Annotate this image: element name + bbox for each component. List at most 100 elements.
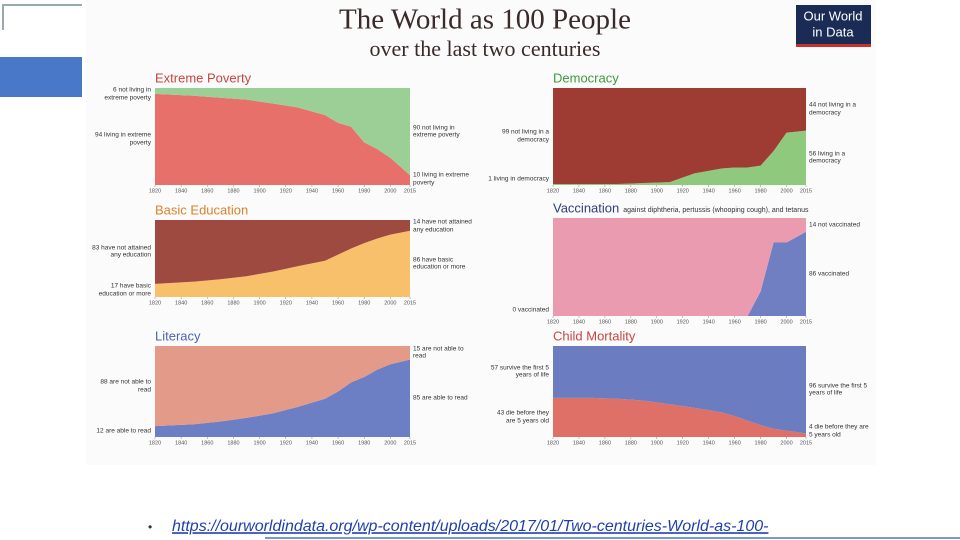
x-tick-label: 1860 xyxy=(201,440,213,446)
start-label: 0 vaccinated xyxy=(512,306,550,314)
x-tick-label: 1840 xyxy=(175,440,187,446)
x-tick-label: 1940 xyxy=(703,440,715,446)
start-label: 17 have basic education or more xyxy=(98,282,151,298)
x-tick-label: 1940 xyxy=(306,300,318,306)
end-label: 44 not living in a democracy xyxy=(809,101,856,117)
end-label: 4 die before they are 5 years old xyxy=(809,423,869,439)
x-tick-label: 1960 xyxy=(332,300,344,306)
x-tick-label: 1980 xyxy=(358,440,370,446)
area xyxy=(553,88,806,185)
start-label: 12 are able to read xyxy=(96,427,151,435)
x-tick-label: 2000 xyxy=(384,188,396,194)
area xyxy=(553,218,806,316)
x-tick-label: 1880 xyxy=(625,440,637,446)
x-tick-label: 1860 xyxy=(201,300,213,306)
end-label: 56 living in a democracy xyxy=(809,150,846,165)
x-tick-label: 2000 xyxy=(384,440,396,446)
end-label: 86 vaccinated xyxy=(809,270,850,278)
end-label: 10 living in extreme poverty xyxy=(413,171,469,187)
area xyxy=(155,346,410,427)
x-tick-label: 1920 xyxy=(280,440,292,446)
end-label: 86 have basic education or more xyxy=(413,256,466,271)
end-label: 14 have not attained any education xyxy=(413,218,472,234)
x-tick-label: 1820 xyxy=(149,300,161,306)
start-label: 6 not living in extreme poverty xyxy=(104,86,151,102)
x-tick-label: 1960 xyxy=(729,319,741,325)
area xyxy=(553,231,806,316)
x-tick-label: 1820 xyxy=(149,188,161,194)
x-tick-label: 1820 xyxy=(547,188,559,194)
x-tick-label: 2015 xyxy=(800,440,812,446)
area xyxy=(155,230,410,297)
x-tick-label: 1820 xyxy=(547,319,559,325)
accent-block xyxy=(0,57,82,97)
area xyxy=(553,346,806,434)
end-label: 14 not vaccinated xyxy=(809,221,860,229)
start-label: 57 survive the first 5 years of life xyxy=(490,364,549,379)
x-tick-label: 2015 xyxy=(404,300,416,306)
x-tick-label: 1980 xyxy=(358,300,370,306)
x-tick-label: 1960 xyxy=(729,440,741,446)
x-tick-label: 1920 xyxy=(677,188,689,194)
x-tick-label: 1820 xyxy=(547,440,559,446)
start-label: 94 living in extreme poverty xyxy=(95,131,151,147)
x-tick-label: 1980 xyxy=(754,188,766,194)
x-tick-label: 1940 xyxy=(306,188,318,194)
x-tick-label: 1960 xyxy=(332,440,344,446)
x-tick-label: 1920 xyxy=(280,300,292,306)
x-tick-label: 1940 xyxy=(703,188,715,194)
x-tick-label: 1880 xyxy=(227,300,239,306)
x-tick-label: 1840 xyxy=(573,319,585,325)
x-tick-label: 1900 xyxy=(253,188,265,194)
x-tick-label: 1880 xyxy=(625,188,637,194)
start-label: 83 have not attained any education xyxy=(92,244,151,259)
x-tick-label: 1980 xyxy=(754,440,766,446)
x-tick-label: 1860 xyxy=(599,440,611,446)
logo-box xyxy=(796,5,871,47)
x-tick-label: 1880 xyxy=(625,319,637,325)
x-tick-label: 1920 xyxy=(677,319,689,325)
panel-title: Basic Education xyxy=(155,202,248,217)
x-tick-label: 1960 xyxy=(332,188,344,194)
end-label: 96 survive the first 5 years of life xyxy=(809,382,868,397)
start-label: 88 are not able to read xyxy=(100,378,151,394)
x-tick-label: 2015 xyxy=(800,319,812,325)
x-tick-label: 1840 xyxy=(175,300,187,306)
x-tick-label: 1860 xyxy=(599,319,611,325)
x-tick-label: 2000 xyxy=(780,188,792,194)
area xyxy=(155,93,410,185)
x-tick-label: 2015 xyxy=(800,188,812,194)
x-tick-label: 1900 xyxy=(651,188,663,194)
x-tick-label: 1840 xyxy=(573,440,585,446)
panel-title: Democracy xyxy=(553,70,619,85)
x-tick-label: 1840 xyxy=(175,188,187,194)
start-label: 99 not living in a democracy xyxy=(502,128,549,144)
x-tick-label: 1860 xyxy=(201,188,213,194)
panel-subtitle: against diphtheria, pertussis (whooping … xyxy=(623,207,809,214)
x-tick-label: 2015 xyxy=(404,188,416,194)
x-tick-label: 1900 xyxy=(651,440,663,446)
corner-bracket xyxy=(2,4,82,30)
bullet: • xyxy=(148,520,152,534)
x-tick-label: 1980 xyxy=(358,188,370,194)
x-tick-label: 2000 xyxy=(384,300,396,306)
infographic-title: The World as 100 People xyxy=(339,4,631,36)
area xyxy=(553,130,806,185)
x-tick-label: 1900 xyxy=(651,319,663,325)
x-tick-label: 2000 xyxy=(780,440,792,446)
panel-title: Vaccination xyxy=(553,200,619,215)
x-tick-label: 2015 xyxy=(404,440,416,446)
x-tick-label: 1960 xyxy=(729,188,741,194)
link[interactable]: https://ourworldindata.org/wp-content/up… xyxy=(172,518,768,535)
x-tick-label: 1920 xyxy=(677,440,689,446)
x-tick-label: 1900 xyxy=(253,300,265,306)
x-tick-label: 1900 xyxy=(253,440,265,446)
x-tick-label: 1880 xyxy=(227,188,239,194)
panel-title: Extreme Poverty xyxy=(155,70,252,85)
panel-title: Child Mortality xyxy=(553,328,636,343)
end-label: 15 are not able to read xyxy=(413,345,464,360)
start-label: 43 die before they are 5 years old xyxy=(496,409,549,425)
x-tick-label: 1860 xyxy=(599,188,611,194)
